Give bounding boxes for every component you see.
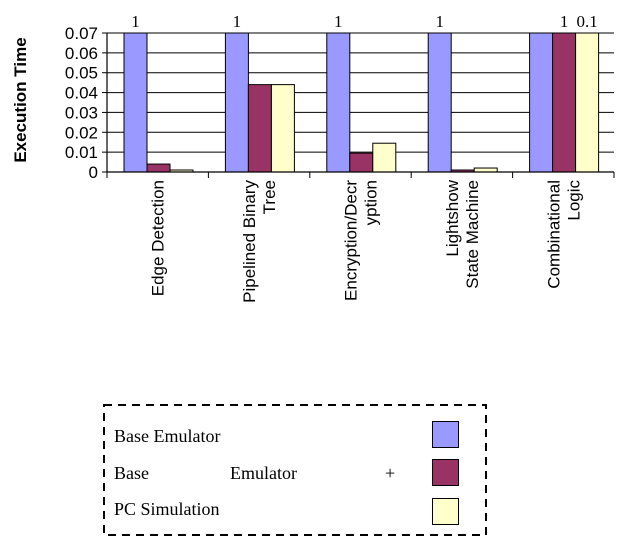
data-label: 1 bbox=[233, 12, 242, 31]
data-label: 0.1 bbox=[576, 12, 597, 31]
y-tick-label: 0.07 bbox=[65, 24, 98, 43]
y-tick-label: 0.04 bbox=[65, 84, 98, 103]
category-label: Combinational bbox=[544, 180, 563, 289]
y-tick-label: 0.02 bbox=[65, 123, 98, 142]
bar-base-emulator-4 bbox=[529, 32, 554, 173]
y-tick-label: 0.06 bbox=[65, 44, 98, 63]
legend: Base Emulator Base Emulator + PC Simulat… bbox=[103, 404, 487, 536]
y-tick-labels: 00.010.020.030.040.050.060.07 bbox=[65, 24, 98, 182]
category-label: Lightshow bbox=[443, 179, 462, 256]
legend-swatch-pc-simulation bbox=[432, 498, 459, 525]
legend-swatch-base-emulator bbox=[432, 421, 459, 448]
bar-base-emulator--0 bbox=[146, 163, 171, 173]
y-tick-label: 0.01 bbox=[65, 143, 98, 162]
category-label: Logic bbox=[564, 180, 583, 221]
data-labels: 1 1 1 1 1 0.1 bbox=[131, 12, 597, 31]
bar-pc-simulation-1 bbox=[270, 84, 295, 173]
bar-base-emulator-3 bbox=[427, 32, 452, 173]
y-tick-label: 0 bbox=[89, 163, 98, 182]
legend-border bbox=[103, 404, 487, 536]
category-label: Pipelined Binary bbox=[240, 180, 259, 303]
data-label: 1 bbox=[334, 12, 343, 31]
bar-base-emulator-0 bbox=[123, 32, 148, 173]
bars bbox=[123, 32, 600, 173]
category-label: yption bbox=[362, 180, 381, 225]
bar-pc-simulation-2 bbox=[372, 142, 397, 173]
category-labels: Edge Detection Pipelined Binary Tree Encryp… bbox=[149, 179, 584, 303]
bar-base-emulator--2 bbox=[349, 152, 374, 173]
bar-base-emulator-2 bbox=[326, 32, 351, 173]
legend-label-base-emulator-plus-mid: Emulator bbox=[230, 463, 297, 483]
execution-time-chart: 00.010.020.030.040.050.060.07 Edge Detec… bbox=[11, 12, 615, 303]
legend-label-base-emulator-plus-left: Base bbox=[114, 463, 149, 483]
y-tick-label: 0.03 bbox=[65, 103, 98, 122]
y-tick-label: 0.05 bbox=[65, 64, 98, 83]
bar-base-emulator--4 bbox=[552, 32, 577, 173]
bar-base-emulator--1 bbox=[247, 84, 272, 173]
category-label: Edge Detection bbox=[149, 180, 168, 296]
bar-base-emulator-1 bbox=[224, 32, 249, 173]
legend-label-pc-simulation: PC Simulation bbox=[114, 499, 220, 519]
bar-pc-simulation-4 bbox=[575, 32, 600, 173]
category-label: Tree bbox=[260, 180, 279, 214]
data-label: 1 bbox=[560, 12, 569, 31]
axes bbox=[106, 33, 615, 178]
y-axis-label: Execution Time bbox=[11, 37, 30, 162]
legend-label-base-emulator-plus-right: + bbox=[385, 463, 396, 483]
data-label: 1 bbox=[435, 12, 444, 31]
category-label: Encryption/Decr bbox=[342, 180, 361, 301]
category-label: State Machine bbox=[463, 180, 482, 289]
data-label: 1 bbox=[131, 12, 140, 31]
legend-swatch-base-emulator-plus bbox=[432, 459, 459, 486]
legend-label-base-emulator: Base Emulator bbox=[114, 426, 221, 446]
